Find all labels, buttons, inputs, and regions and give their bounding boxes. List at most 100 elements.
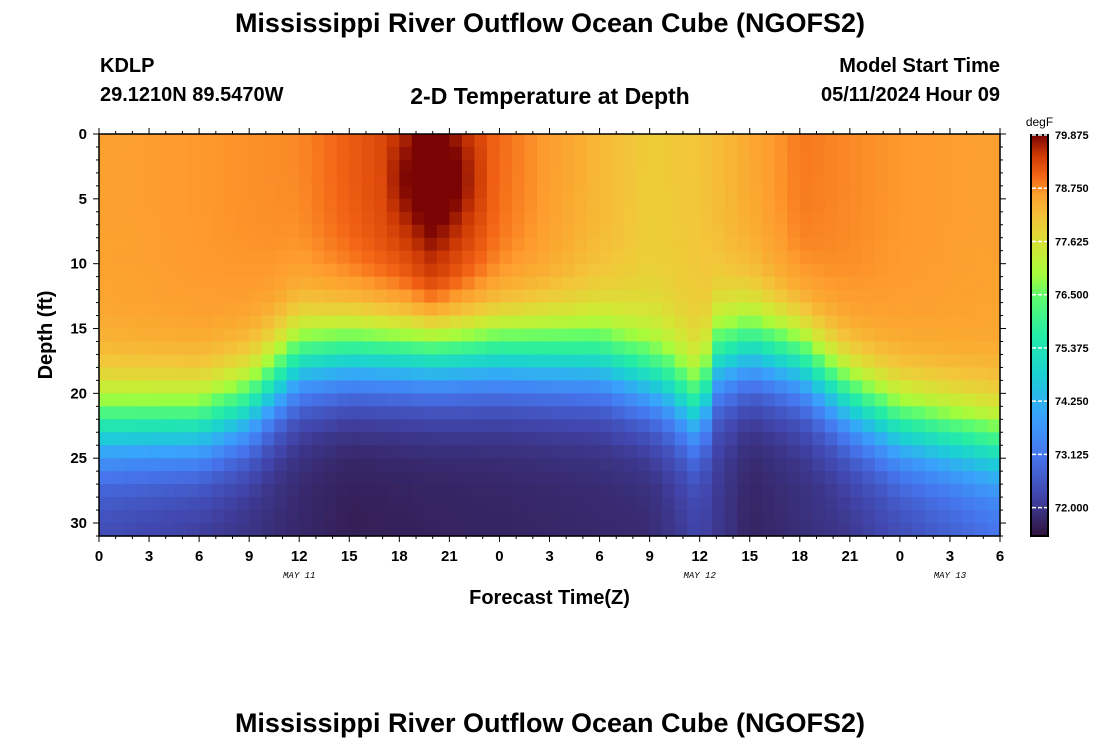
heat-cell <box>599 406 613 420</box>
heat-cell <box>174 328 188 343</box>
heat-cell <box>699 198 713 213</box>
heat-cell <box>461 328 476 343</box>
heat-cell <box>699 458 713 472</box>
heat-cell <box>587 172 601 187</box>
heat-cell <box>99 354 113 369</box>
heat-cell <box>624 263 638 278</box>
heat-cell <box>136 367 150 381</box>
heat-cell <box>224 172 238 187</box>
heat-cell <box>536 146 551 161</box>
heat-cell <box>99 523 113 537</box>
heat-cell <box>199 432 213 446</box>
heat-cell <box>599 484 613 498</box>
heat-cell <box>424 134 438 148</box>
heat-cell <box>436 354 450 369</box>
heat-cell <box>787 159 801 174</box>
heat-cell <box>812 419 826 433</box>
heat-cell <box>524 523 538 537</box>
heat-cell <box>436 146 450 161</box>
heat-cell <box>649 224 663 239</box>
heat-cell <box>336 393 350 407</box>
heat-cell <box>336 302 350 317</box>
heat-cell <box>386 432 400 446</box>
heat-cell <box>174 432 188 446</box>
heat-cell <box>136 146 150 161</box>
heat-cell <box>962 367 976 381</box>
heat-cell <box>599 159 613 174</box>
heat-cell <box>411 134 425 148</box>
y-tick-label: 25 <box>70 450 87 467</box>
heat-cell <box>949 367 964 381</box>
heat-cell <box>286 250 300 265</box>
heat-cell <box>136 263 150 278</box>
heat-cell <box>874 432 888 446</box>
heat-cell <box>524 341 538 356</box>
heat-cell <box>186 445 200 459</box>
heat-cell <box>887 146 901 161</box>
heat-cell <box>336 224 350 239</box>
heat-cell <box>887 315 901 330</box>
heat-cell <box>261 302 275 317</box>
heat-cell <box>161 380 175 394</box>
heat-cell <box>724 211 738 226</box>
heat-cell <box>349 185 363 200</box>
heat-cell <box>424 198 438 213</box>
heat-cell <box>174 198 188 213</box>
heat-cell <box>612 510 626 524</box>
heat-cell <box>136 445 150 459</box>
heat-cell <box>436 250 450 265</box>
heat-cell <box>111 393 125 407</box>
heat-cell <box>274 185 288 200</box>
heat-cell <box>499 159 513 174</box>
heat-cell <box>174 159 188 174</box>
heat-cell <box>361 393 375 407</box>
heat-cell <box>286 419 300 433</box>
heat-cell <box>324 159 338 174</box>
heat-cell <box>899 302 913 317</box>
heat-cell <box>962 302 976 317</box>
heat-cell <box>99 367 113 381</box>
heat-cell <box>499 211 513 226</box>
heat-cell <box>99 211 113 226</box>
heat-cell <box>787 406 801 420</box>
heat-cell <box>424 432 438 446</box>
heat-cell <box>399 250 413 265</box>
heat-cell <box>587 263 601 278</box>
heat-cell <box>449 354 463 369</box>
heat-cell <box>824 211 838 226</box>
heat-cell <box>749 497 763 511</box>
heat-cell <box>186 432 200 446</box>
heat-cell <box>386 380 400 394</box>
heat-cell <box>987 432 1001 446</box>
heat-cell <box>174 289 188 304</box>
heat-cell <box>824 172 838 187</box>
heat-cell <box>136 224 150 239</box>
colorbar: degF79.87578.75077.62576.50075.37574.250… <box>1026 115 1089 537</box>
heat-cell <box>461 367 476 381</box>
heat-cell <box>787 276 801 291</box>
heat-cell <box>824 276 838 291</box>
heat-cell <box>837 510 851 524</box>
heat-cell <box>474 354 488 369</box>
heat-cell <box>411 198 425 213</box>
heat-cell <box>236 367 250 381</box>
heat-cell <box>524 185 538 200</box>
heat-cell <box>99 250 113 265</box>
heat-cell <box>874 198 888 213</box>
heat-cell <box>849 341 863 356</box>
heat-cell <box>862 172 876 187</box>
heat-cell <box>549 315 563 330</box>
heat-cell <box>386 367 400 381</box>
heat-cell <box>361 380 375 394</box>
heat-cell <box>924 328 939 343</box>
heat-cell <box>699 484 713 498</box>
heat-cell <box>962 393 976 407</box>
heat-cell <box>987 484 1001 498</box>
heat-cell <box>662 510 676 524</box>
heat-cell <box>624 497 638 511</box>
heat-cell <box>599 211 613 226</box>
heat-cell <box>186 198 200 213</box>
heat-cell <box>899 211 913 226</box>
heat-cell <box>874 146 888 161</box>
